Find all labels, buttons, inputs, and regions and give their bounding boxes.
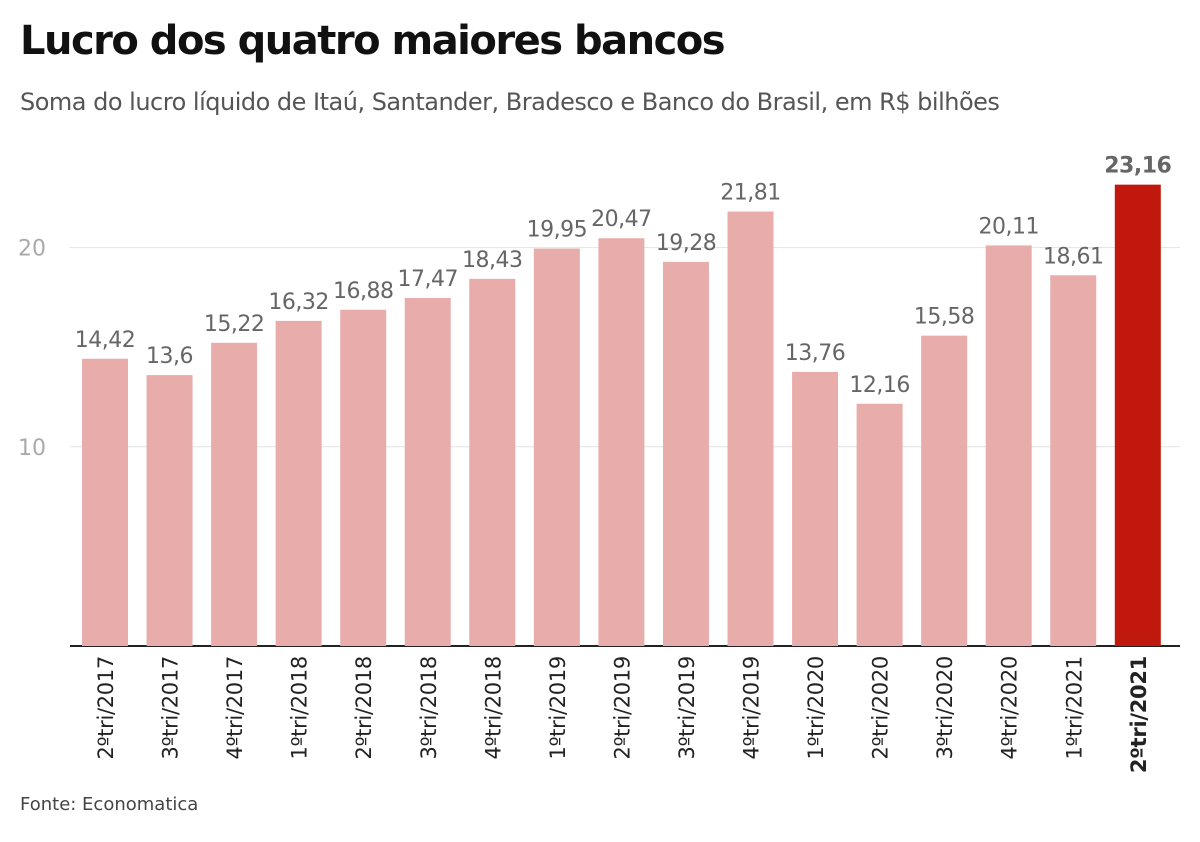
value-label: 18,61 [1043,244,1103,269]
value-label: 19,95 [527,218,587,243]
x-tick-label: 1ºtri/2019 [546,656,570,759]
bar [856,403,903,646]
x-tick-label: 4ºtri/2020 [998,656,1022,759]
y-tick-labels: 10 20 [18,237,46,461]
chart-subtitle: Soma do lucro líquido de Itaú, Santander… [20,88,1000,116]
y-tick-label: 10 [18,436,46,461]
value-label: 20,11 [978,214,1038,239]
value-label: 23,16 [1104,154,1171,179]
chart-title: Lucro dos quatro maiores bancos [20,18,726,64]
bar [275,320,322,646]
bar [404,297,451,646]
x-tick-label: 4ºtri/2019 [740,656,764,759]
x-tick-label: 2ºtri/2017 [94,656,118,759]
x-tick-label: 3ºtri/2019 [675,656,699,759]
value-label: 17,47 [398,267,458,292]
value-label: 19,28 [656,231,716,256]
bar [1114,184,1161,646]
x-tick-label: 4ºtri/2017 [223,656,247,759]
value-label: 14,42 [75,328,135,353]
value-label: 16,32 [268,290,328,315]
bar [340,309,387,646]
bar [533,248,580,646]
x-tick-label: 1ºtri/2018 [288,656,312,759]
bar [146,375,193,646]
bar [598,238,645,646]
x-tick-label: 2ºtri/2021 [1127,656,1151,773]
x-tick-label: 2ºtri/2020 [869,656,893,759]
x-tick-label: 2ºtri/2018 [352,656,376,759]
y-tick-label: 20 [18,237,46,262]
bar [211,342,258,646]
bar [82,358,128,646]
source-note: Fonte: Economatica [20,794,199,815]
x-tick-label: 3ºtri/2017 [159,656,183,759]
value-label: 21,81 [720,181,780,206]
bar [985,245,1032,646]
x-tick-label: 1ºtri/2020 [804,656,828,759]
x-tick-labels: 2ºtri/2017 3ºtri/2017 4ºtri/2017 1ºtri/2018… [94,656,1151,773]
value-label: 18,43 [462,248,522,273]
value-label: 15,58 [914,305,974,330]
value-label: 15,22 [204,312,264,337]
bar [727,211,774,646]
bar [469,278,516,646]
x-tick-label: 1ºtri/2021 [1062,656,1086,759]
x-tick-label: 3ºtri/2020 [933,656,957,759]
value-label: 13,76 [785,341,845,366]
value-label: 16,88 [333,279,393,304]
bars [82,184,1161,646]
value-label: 12,16 [849,373,909,398]
value-label: 13,6 [146,344,193,369]
bar [662,261,709,646]
bar [1050,275,1097,646]
bar [921,335,968,646]
bar [792,371,839,646]
x-tick-label: 3ºtri/2018 [417,656,441,759]
x-tick-label: 4ºtri/2018 [481,656,505,759]
x-tick-label: 2ºtri/2019 [610,656,634,759]
value-label: 20,47 [591,207,651,232]
